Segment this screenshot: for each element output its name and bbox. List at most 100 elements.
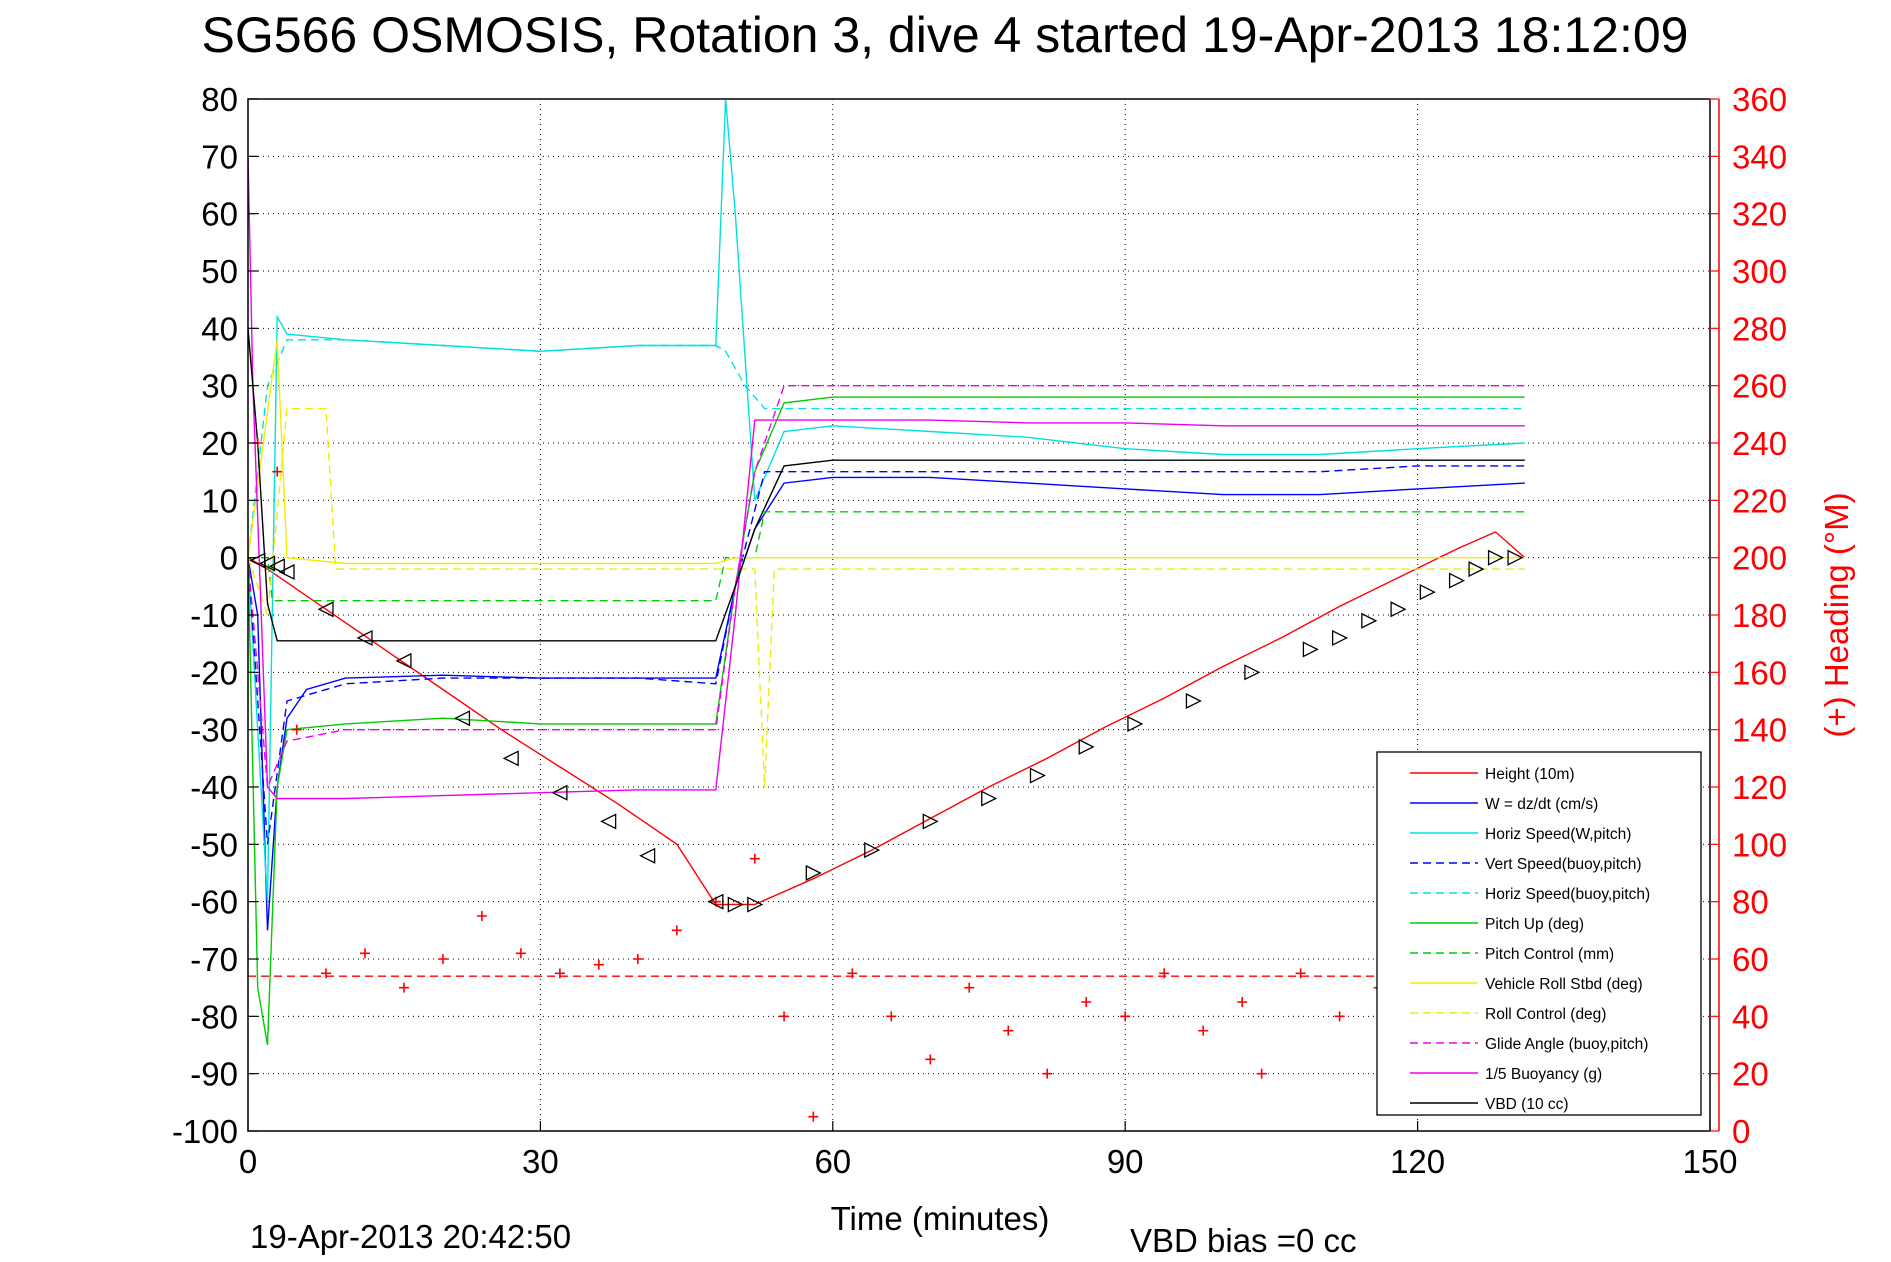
depth-marker (1244, 664, 1261, 681)
depth-marker (1127, 715, 1144, 732)
depth-marker (356, 629, 373, 646)
legend-entry: Pitch Up (deg) (1485, 916, 1584, 933)
tick-label-right: 80 (1732, 884, 1769, 921)
legend: Height (10m) W = dz/dt (cm/s) Horiz Speed(… (1376, 751, 1702, 1116)
heading-point (272, 466, 283, 477)
tick-label-right: 40 (1732, 998, 1769, 1035)
heading-point (1120, 1011, 1131, 1022)
depth-marker (1078, 738, 1095, 755)
depth-marker (600, 813, 617, 830)
depth-marker (1487, 549, 1505, 566)
chart-title: SG566 OSMOSIS, Rotation 3, dive 4 starte… (202, 7, 1689, 63)
tick-label-right: 360 (1732, 81, 1787, 118)
tick-label-left: -50 (190, 826, 238, 863)
tick-label-left: -60 (190, 884, 238, 921)
tick-label-left: -10 (190, 597, 238, 634)
right-axis-label: (+) Heading (°M) (1818, 492, 1855, 737)
depth-marker (1361, 612, 1378, 629)
heading-point (515, 948, 526, 959)
tick-label-right: 0 (1732, 1113, 1750, 1150)
heading-point (808, 1111, 819, 1122)
tick-label-left: -40 (190, 769, 238, 806)
tick-label-right: 280 (1732, 310, 1787, 347)
heading-point (1198, 1025, 1209, 1036)
series-horiz-speed-w-pitch (248, 99, 1525, 902)
right-axis-ticks: 3603403203002802602402202001801601401201… (1709, 81, 1787, 1150)
footer-vbd-bias: VBD bias =0 cc (1130, 1222, 1357, 1259)
heading-point (1295, 968, 1306, 979)
depth-marker (317, 601, 334, 618)
tick-label-left: -80 (190, 998, 238, 1035)
depth-marker (259, 555, 276, 572)
tick-label-right: 340 (1732, 138, 1787, 175)
depth-marker (502, 750, 519, 767)
footer-timestamp: 19-Apr-2013 20:42:50 (250, 1218, 571, 1255)
tick-label-left: 10 (201, 482, 238, 519)
heading-point (1256, 1068, 1267, 1079)
depth-marker (1507, 549, 1524, 566)
depth-marker (981, 790, 998, 807)
tick-label-right: 100 (1732, 826, 1787, 863)
tick-label-left: 80 (201, 81, 238, 118)
heading-point (779, 1011, 790, 1022)
tick-label-left: 70 (201, 138, 238, 175)
marker-layer (249, 549, 1524, 913)
tick-label-x: 150 (1682, 1143, 1737, 1180)
tick-label-left: -100 (172, 1113, 238, 1150)
tick-label-x: 30 (522, 1143, 559, 1180)
depth-marker (249, 552, 266, 569)
tick-label-x: 120 (1390, 1143, 1445, 1180)
tick-label-left: 60 (201, 196, 238, 233)
legend-entry: Horiz Speed(W,pitch) (1485, 826, 1631, 843)
heading-point (964, 982, 975, 993)
heading-point (749, 853, 760, 864)
heading-point (925, 1054, 936, 1065)
depth-marker (864, 842, 881, 859)
series-layer (248, 99, 1526, 1122)
depth-marker (395, 652, 412, 669)
legend-entry: VBD (10 cc) (1485, 1096, 1569, 1113)
legend-entry: Vert Speed(buoy,pitch) (1485, 856, 1642, 873)
tick-label-right: 140 (1732, 712, 1787, 749)
legend-entry: Height (10m) (1485, 766, 1575, 783)
series-vert-speed-buoy-pitch (248, 465, 1525, 845)
legend-entry: Glide Angle (buoy,pitch) (1485, 1036, 1648, 1053)
heading-point (554, 968, 565, 979)
tick-label-right: 20 (1732, 1056, 1769, 1093)
depth-marker (1448, 572, 1466, 589)
tick-label-left: 50 (201, 253, 238, 290)
depth-marker (727, 896, 744, 913)
heading-point (291, 724, 302, 735)
x-axis-ticks: 0 30 60 90 120 150 (239, 1121, 1738, 1180)
x-axis-label: Time (minutes) (831, 1200, 1050, 1237)
tick-label-left: 20 (201, 425, 238, 462)
depth-marker (1029, 767, 1046, 784)
tick-label-left: 30 (201, 368, 238, 405)
depth-marker (805, 864, 822, 882)
legend-entry: Horiz Speed(buoy,pitch) (1485, 886, 1650, 903)
heading-point (476, 911, 487, 921)
depth-marker (1390, 601, 1407, 618)
tick-label-x: 90 (1107, 1143, 1144, 1180)
tick-label-right: 320 (1732, 196, 1787, 233)
series-height-10m (248, 531, 1526, 906)
series-vbd-10-cc (248, 328, 1525, 642)
depth-marker (1419, 584, 1436, 601)
heading-point (359, 948, 370, 959)
series-1-5-buoyancy-g (248, 156, 1525, 800)
legend-box (1376, 751, 1702, 1116)
depth-marker (747, 896, 764, 913)
series-horiz-speed-buoy-pitch (248, 339, 1525, 558)
heading-point (1237, 997, 1248, 1007)
depth-marker (1185, 692, 1202, 710)
depth-marker (707, 893, 724, 910)
left-axis-ticks: 80 70 60 50 40 30 20 10 0 -10 -20 -30 -40 -50 -60 -70 -8… (172, 81, 258, 1150)
legend-entry: Vehicle Roll Stbd (deg) (1485, 976, 1643, 993)
depth-marker (453, 710, 471, 727)
depth-marker (278, 563, 295, 581)
tick-label-right: 220 (1732, 482, 1787, 519)
depth-marker (639, 847, 656, 864)
legend-entry: 1/5 Buoyancy (g) (1485, 1066, 1602, 1083)
tick-label-right: 60 (1732, 941, 1769, 978)
